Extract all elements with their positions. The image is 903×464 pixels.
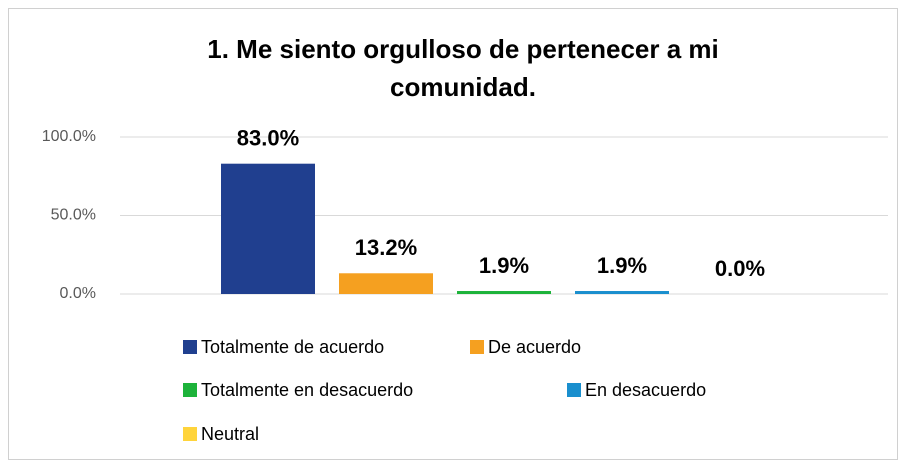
- value-label: 1.9%: [479, 253, 529, 278]
- legend-label: Neutral: [201, 424, 259, 444]
- legend-swatch: [183, 340, 197, 354]
- legend-swatch: [183, 427, 197, 441]
- legend-label: Totalmente en desacuerdo: [201, 380, 413, 400]
- value-label: 13.2%: [355, 235, 417, 260]
- chart-title: 1. Me siento orgulloso de pertenecer a m…: [207, 34, 719, 102]
- legend-label: De acuerdo: [488, 337, 581, 357]
- value-label: 1.9%: [597, 253, 647, 278]
- legend-label: Totalmente de acuerdo: [201, 337, 384, 357]
- legend-swatch: [470, 340, 484, 354]
- value-label: 83.0%: [237, 126, 299, 151]
- bar: [575, 291, 669, 294]
- y-tick-label: 100.0%: [42, 128, 96, 145]
- bar: [339, 273, 433, 294]
- chart-frame: [8, 8, 898, 460]
- bar: [221, 163, 315, 294]
- y-tick-label: 50.0%: [51, 207, 96, 224]
- y-tick-label: 0.0%: [60, 285, 96, 302]
- bar: [457, 291, 551, 294]
- value-label: 0.0%: [715, 256, 765, 281]
- legend-label: En desacuerdo: [585, 380, 706, 400]
- legend-swatch: [567, 383, 581, 397]
- legend-swatch: [183, 383, 197, 397]
